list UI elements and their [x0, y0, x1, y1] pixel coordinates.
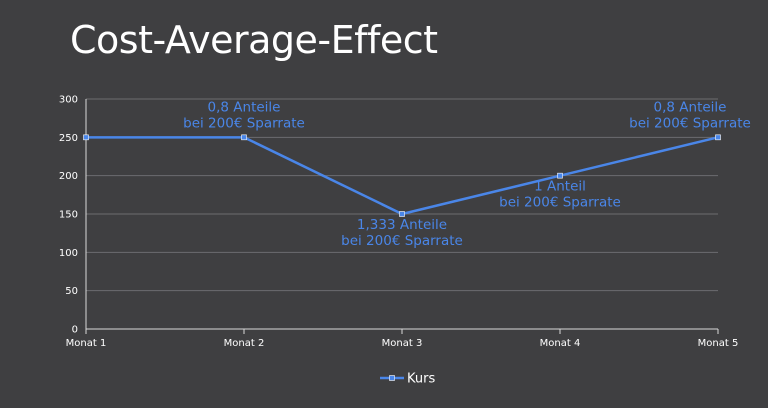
x-tick-label: Monat 5 — [698, 338, 739, 349]
data-annotation: 1,333 Anteile bei 200€ Sparrate — [341, 217, 463, 249]
chart-title: Cost-Average-Effect — [70, 18, 438, 62]
x-tick-labels: Monat 1 Monat 2 Monat 3 Monat 4 Monat 5 — [66, 338, 739, 349]
x-tick-label: Monat 3 — [382, 338, 423, 349]
x-tick-label: Monat 1 — [66, 338, 107, 349]
data-annotation: 0,8 Anteile bei 200€ Sparrate — [183, 99, 305, 131]
data-point — [399, 211, 405, 217]
y-tick-label: 100 — [59, 248, 78, 259]
data-point — [715, 134, 721, 141]
data-annotation: 0,8 Anteile bei 200€ Sparrate — [629, 99, 751, 131]
data-point — [557, 172, 563, 179]
y-tick-label: 150 — [59, 210, 78, 221]
x-tick-label: Monat 2 — [224, 338, 265, 349]
x-tick-label: Monat 4 — [540, 338, 581, 349]
data-annotation: 1 Anteil bei 200€ Sparrate — [499, 179, 621, 211]
legend: Kurs — [380, 372, 435, 387]
data-point — [241, 134, 247, 141]
y-tick-label: 200 — [59, 171, 78, 182]
data-point — [83, 134, 89, 141]
y-tick-label: 50 — [65, 286, 78, 297]
legend-label: Kurs — [407, 372, 435, 387]
y-tick-labels: 0 50 100 150 200 250 300 — [59, 95, 78, 336]
series-kurs — [83, 134, 721, 217]
y-tick-label: 250 — [59, 133, 78, 144]
y-tick-label: 300 — [59, 95, 78, 106]
annotations: 0,8 Anteile bei 200€ Sparrate 1,333 Anteil… — [183, 99, 751, 249]
gridlines — [86, 98, 718, 292]
legend-swatch-marker — [389, 375, 395, 381]
y-tick-label: 0 — [72, 325, 78, 336]
